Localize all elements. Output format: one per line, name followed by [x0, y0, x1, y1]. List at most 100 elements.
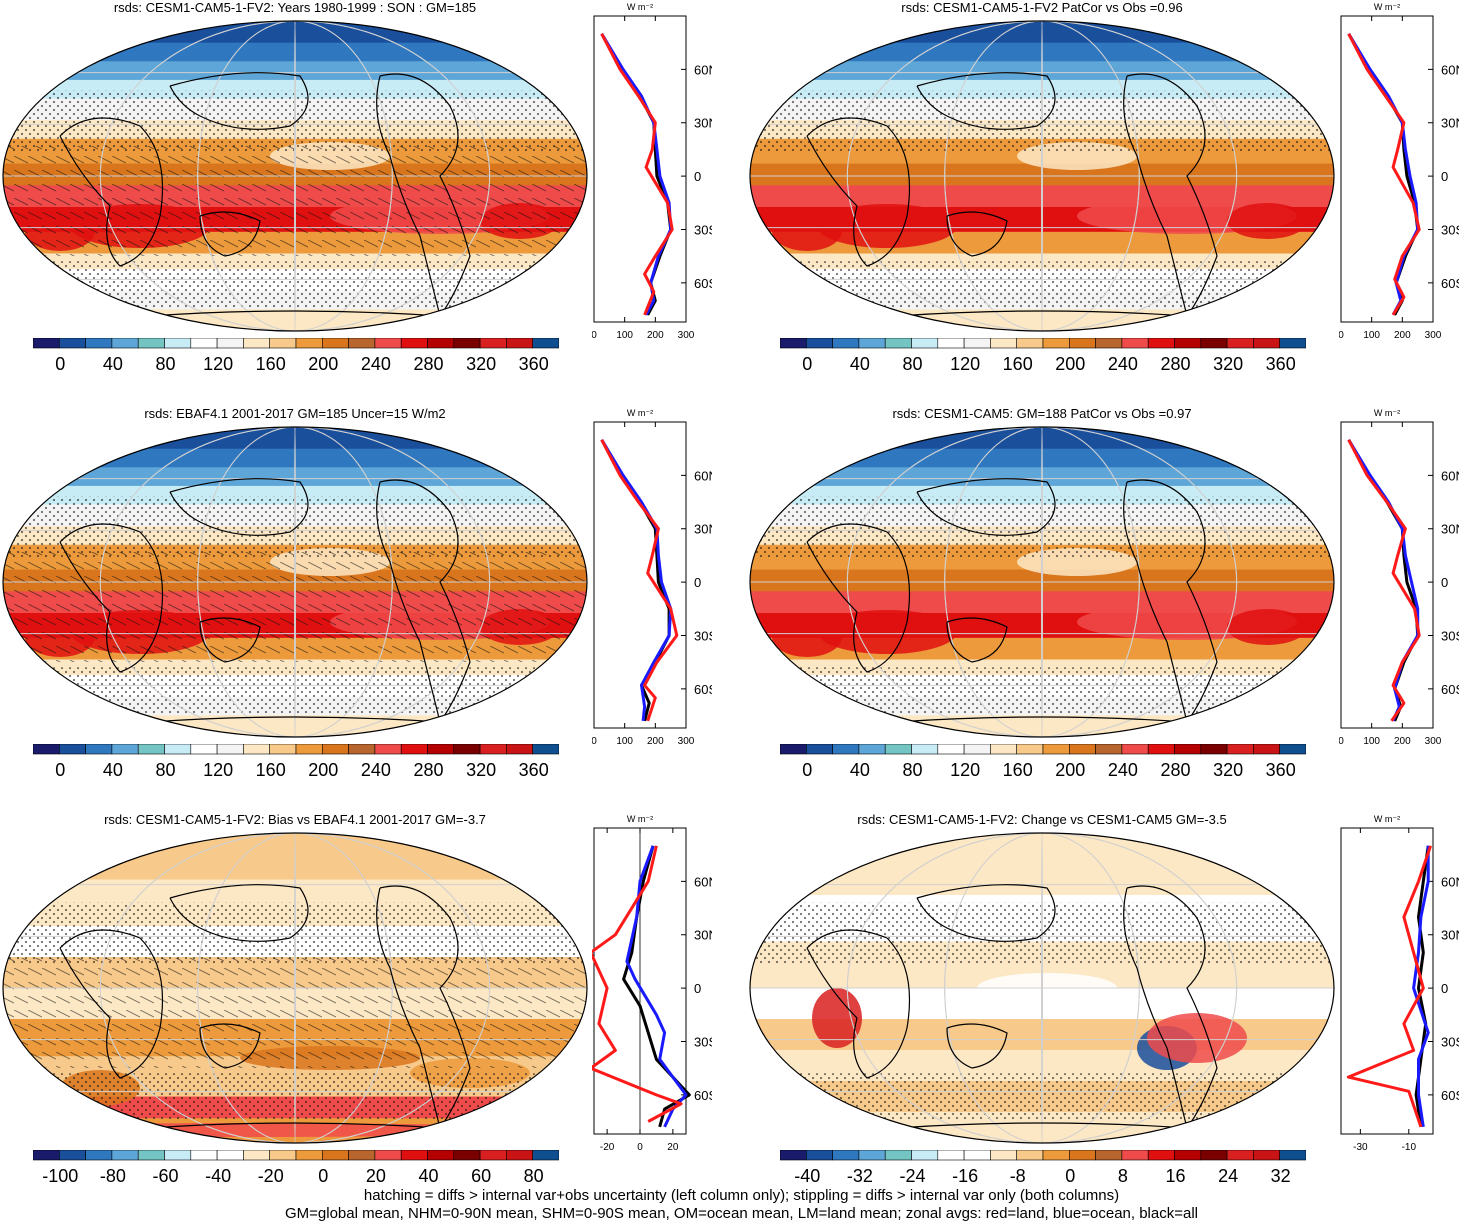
profile-xtick-label: 300 [1425, 736, 1442, 747]
map-title: rsds: CESM1-CAM5-1-FV2 PatCor vs Obs =0.… [901, 0, 1183, 15]
footer-hatching-note: hatching = diffs > internal var+obs unce… [363, 1187, 1120, 1204]
map-feature [3, 1123, 550, 1137]
profile-series-line [600, 439, 679, 722]
coastline [946, 1023, 1008, 1069]
profile-ytick-label: 0 [1441, 981, 1448, 996]
robinson-map [2, 20, 588, 332]
profile-xtick-label: 20 [667, 1142, 679, 1153]
map-feature [772, 617, 842, 657]
colorbar-swatch [427, 338, 455, 349]
profile-units: W m⁻² [1374, 408, 1400, 418]
profile-xtick-label: 200 [647, 330, 664, 341]
colorbar-swatch [33, 744, 60, 755]
profile-ytick-label: 60S [694, 682, 712, 697]
panel-cam5: rsds: CESM1-CAM5: GM=188 PatCor vs Obs =… [747, 406, 1483, 812]
colorbar: 04080120160200240280320360400 [33, 744, 559, 780]
profile-frame [1340, 827, 1434, 1135]
coastline [806, 929, 910, 1079]
colorbar-swatch [832, 1150, 860, 1161]
profile-ytick-label: 60S [1441, 1088, 1459, 1103]
graticule-meridian [99, 21, 491, 331]
profile-xtick-label: -20 [600, 1142, 615, 1153]
colorbar-tick-label: 200 [308, 760, 338, 780]
profile-ytick-label: 30S [694, 1034, 712, 1049]
colorbar-swatch [427, 744, 455, 755]
colorbar-tick-label: 160 [1003, 354, 1033, 374]
colorbar-swatch [884, 1150, 912, 1161]
colorbar-swatch [58, 1150, 86, 1161]
colorbar-swatch [1121, 1150, 1149, 1161]
colorbar-swatch [963, 744, 991, 755]
profile-ytick-label: 30S [694, 628, 712, 643]
profile-ytick-label: 60N [1441, 468, 1459, 483]
profile-series-line [1347, 33, 1420, 316]
profile-ytick-label: 60N [694, 874, 712, 889]
map-title: rsds: CESM1-CAM5-1-FV2: Bias vs EBAF4.1 … [104, 812, 486, 827]
colorbar-swatch [33, 338, 60, 349]
robinson-map [749, 20, 1335, 332]
colorbar-swatch [963, 1150, 991, 1161]
colorbar-swatch [1200, 1150, 1228, 1161]
colorbar-swatch [190, 1150, 218, 1161]
colorbar-tick-label: 80 [155, 760, 175, 780]
colorbar-tick-label: 320 [1213, 354, 1243, 374]
colorbar-swatch [1068, 338, 1096, 349]
colorbar-tick-label: 60 [471, 1166, 491, 1186]
profile-ytick-label: 30N [1441, 522, 1459, 537]
colorbar-swatch [269, 1150, 297, 1161]
coastline [1123, 885, 1218, 1130]
colorbar-tick-label: 24 [1218, 1166, 1238, 1186]
map-outline [2, 20, 588, 332]
colorbar-tick-label: 160 [256, 760, 286, 780]
profile-ytick-label: 60N [1441, 62, 1459, 77]
colorbar-tick-label: -60 [152, 1166, 178, 1186]
colorbar-swatch [1253, 1150, 1280, 1161]
colorbar-swatch [400, 338, 428, 349]
colorbar-swatch [937, 744, 965, 755]
colorbar-swatch [884, 338, 912, 349]
colorbar-swatch [1147, 744, 1175, 755]
profile-ytick-label: 60N [694, 468, 712, 483]
colorbar-swatch [111, 338, 139, 349]
map-feature [817, 610, 957, 654]
colorbar-swatch [479, 1150, 507, 1161]
colorbar-swatch [1068, 1150, 1096, 1161]
colorbar-swatch [506, 338, 533, 349]
colorbar-tick-label: 360 [519, 354, 549, 374]
profile-series-line [625, 845, 688, 1128]
colorbar-swatch [1200, 338, 1228, 349]
colorbar-swatch [33, 1150, 60, 1161]
graticule-meridian [944, 427, 1140, 737]
map-feature [817, 204, 957, 248]
colorbar-tick-label: 360 [1266, 354, 1296, 374]
colorbar-tick-label: 240 [361, 354, 391, 374]
coastline [376, 885, 471, 1130]
map-title: rsds: CESM1-CAM5-1-FV2: Change vs CESM1-… [857, 812, 1227, 827]
profile-ytick-label: 30N [694, 116, 712, 131]
colorbar-swatch [374, 1150, 402, 1161]
coastline [199, 617, 261, 663]
graticule-meridian [197, 833, 393, 1143]
profile-series-line [1412, 845, 1430, 1128]
profile-ytick-label: 30S [1441, 628, 1459, 643]
colorbar-swatch [990, 744, 1017, 755]
profile-xtick-label: 200 [1394, 736, 1411, 747]
colorbar-swatch [780, 338, 807, 349]
colorbar-swatch [216, 744, 244, 755]
map-outline [2, 832, 588, 1144]
colorbar-tick-label: 0 [802, 760, 812, 780]
profile-ytick-label: 30S [1441, 222, 1459, 237]
colorbar-swatch [832, 744, 860, 755]
colorbar-swatch [321, 338, 349, 349]
colorbar-swatch [85, 744, 113, 755]
colorbar-tick-label: 320 [1213, 760, 1243, 780]
colorbar-tick-label: 40 [850, 760, 870, 780]
profile-series-line [600, 439, 673, 722]
zonal-profile: W m⁻² 60N 30N 0 30S 60S -20 0 20 [592, 814, 712, 1153]
colorbar-tick-label: 120 [950, 760, 980, 780]
profile-series-line [592, 845, 683, 1123]
colorbar-swatch [805, 744, 833, 755]
map-feature [1227, 609, 1307, 645]
colorbar-swatch [137, 744, 165, 755]
colorbar-swatch [780, 744, 807, 755]
